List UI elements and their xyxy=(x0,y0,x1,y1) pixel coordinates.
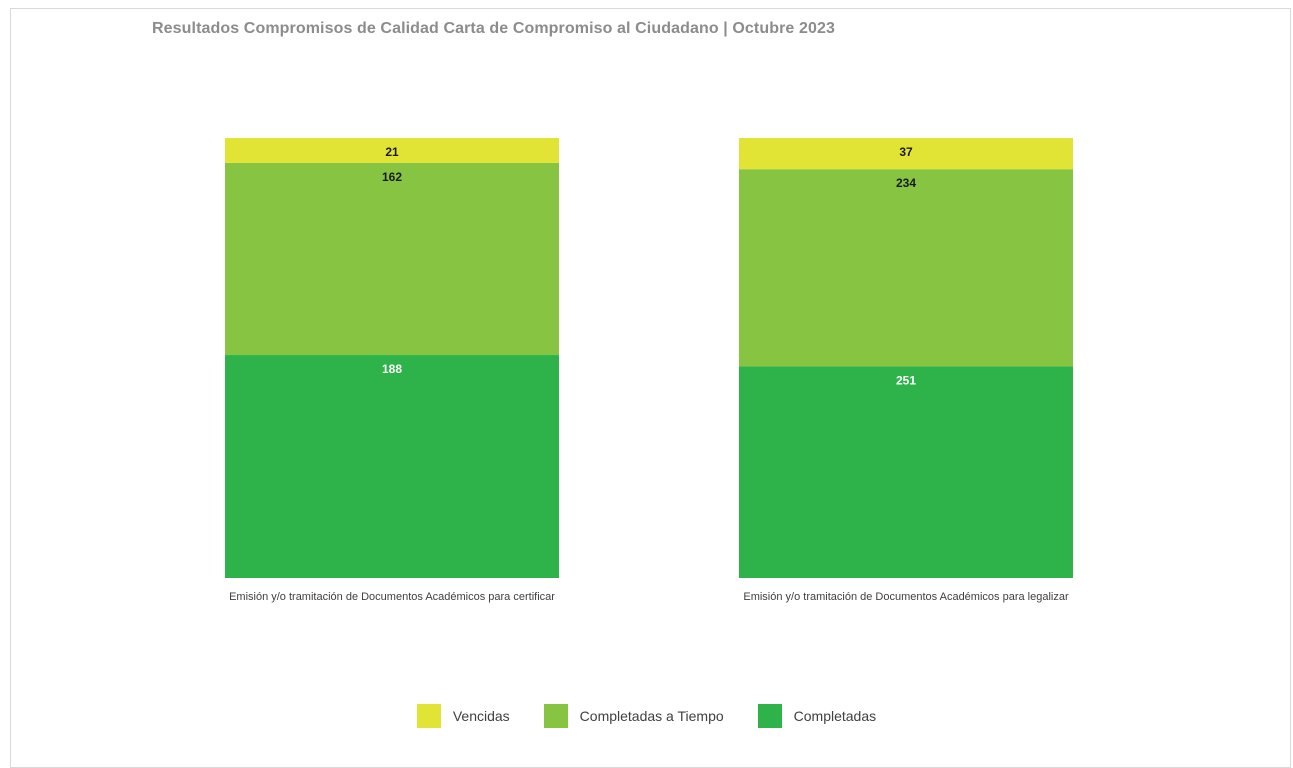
bar-segment-vencidas-1 xyxy=(225,138,559,163)
bar-segment-completadas-a-tiempo-2 xyxy=(739,169,1073,367)
legend-swatch-completadas xyxy=(757,704,782,728)
legend-label-completadas-a-tiempo: Completadas a Tiempo xyxy=(579,708,724,724)
bar-segment-completadas-a-tiempo-1 xyxy=(225,162,559,356)
legend-label-completadas: Completadas xyxy=(793,708,877,724)
chart-frame xyxy=(10,8,1291,768)
bar-segment-completadas-2 xyxy=(739,366,1073,578)
data-label-completadas-a-tiempo-1: 162 xyxy=(382,170,402,184)
data-label-completadas-2: 251 xyxy=(896,373,916,387)
legend-item-completadas: Completadas xyxy=(757,704,877,728)
legend-label-vencidas: Vencidas xyxy=(452,708,510,724)
category-label-2: Emisión y/o tramitación de Documentos Ac… xyxy=(743,591,1069,603)
legend-swatch-vencidas xyxy=(416,704,441,728)
legend-swatch-completadas-a-tiempo xyxy=(543,704,568,728)
legend-item-vencidas: Vencidas xyxy=(416,704,510,728)
legend: Vencidas Completadas a Tiempo Completadas xyxy=(0,704,1293,728)
data-label-vencidas-2: 37 xyxy=(899,145,913,159)
legend-item-completadas-a-tiempo: Completadas a Tiempo xyxy=(543,704,724,728)
chart-title: Resultados Compromisos de Calidad Carta … xyxy=(152,20,835,37)
data-label-vencidas-1: 21 xyxy=(385,145,399,159)
bar-segment-vencidas-2 xyxy=(739,138,1073,170)
data-label-completadas-1: 188 xyxy=(382,362,402,376)
bar-segment-completadas-1 xyxy=(225,355,559,578)
category-label-1: Emisión y/o tramitación de Documentos Ac… xyxy=(229,591,555,603)
data-label-completadas-a-tiempo-2: 234 xyxy=(896,176,916,190)
